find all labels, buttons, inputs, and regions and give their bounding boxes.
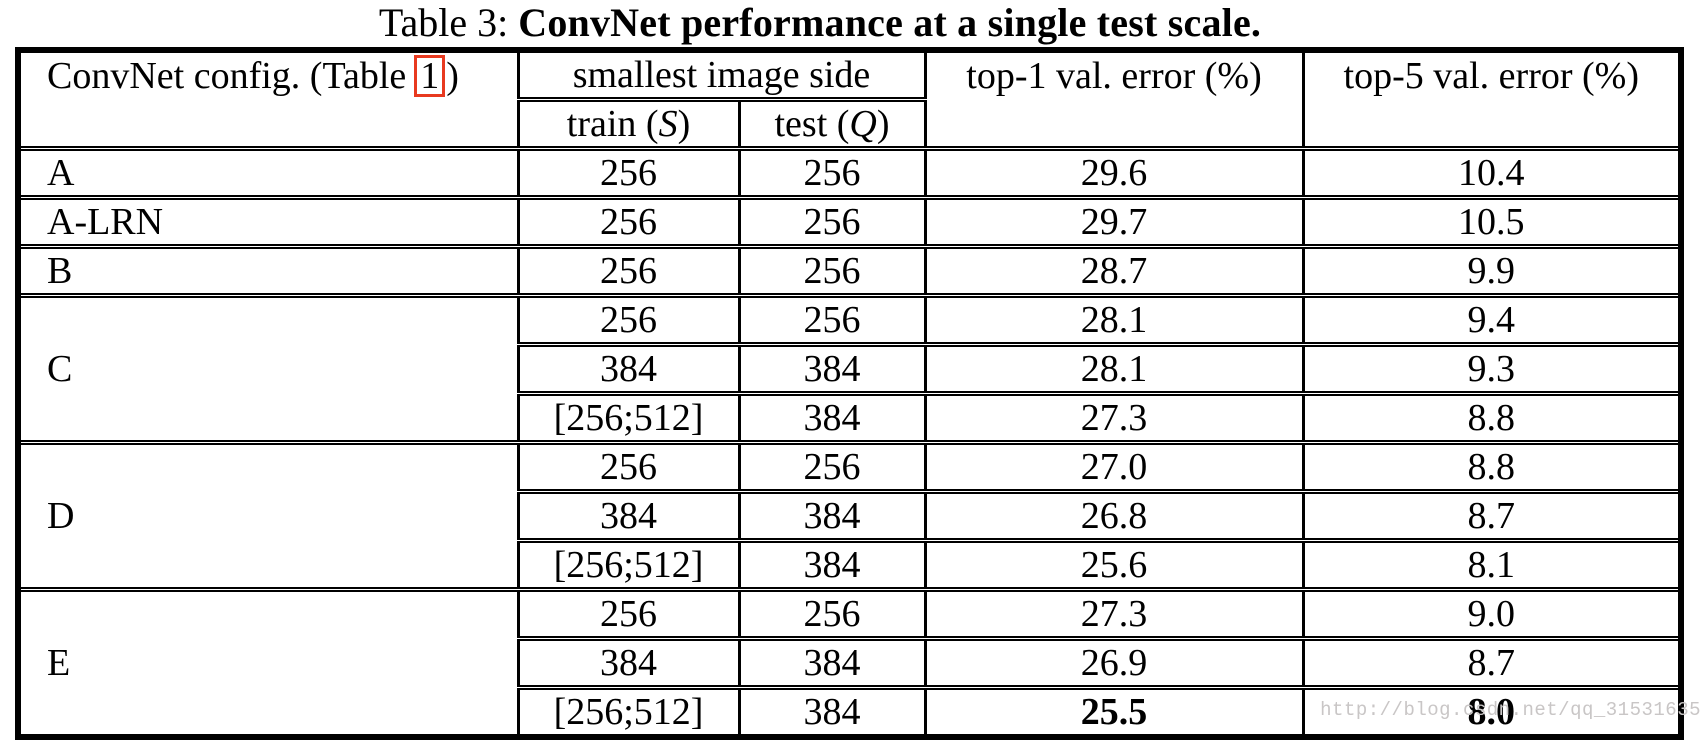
config-cell: A-LRN [16,195,520,249]
train-cell: 384 [516,342,741,396]
test-cell: 256 [737,195,927,249]
test-cell: 256 [737,244,927,298]
table-row: A-LRN 256 256 29.7 10.5 [16,195,1683,249]
config-cell: D [16,440,520,592]
top5-cell: 10.5 [1301,195,1683,249]
top1-cell-best: 25.5 [923,685,1305,740]
top5-cell: 9.9 [1301,244,1683,298]
train-header: train (S) [516,97,741,151]
top5-cell: 8.8 [1301,391,1683,445]
top5-cell: 9.0 [1301,587,1683,641]
top5-cell: 9.3 [1301,342,1683,396]
table-row: [256;512] 384 27.3 8.8 [18,391,1683,445]
top1-cell: 28.1 [923,342,1305,396]
top1-cell: 28.7 [923,244,1305,298]
config-header: ConvNet config. (Table 1) [16,47,520,151]
config-cell: A [16,146,520,200]
top1-cell: 29.6 [923,146,1305,200]
top5-cell: 8.7 [1301,489,1683,543]
train-cell: 384 [516,489,741,543]
table-row: [256;512] 384 25.5 8.0 [18,685,1683,740]
title-prefix: Table 3: [378,0,519,45]
train-cell: 256 [516,587,741,641]
table-row: A 256 256 29.6 10.4 [16,146,1683,200]
table-row: C 256 256 28.1 9.4 [16,293,1683,445]
top1-error-header: top-1 val. error (%) [923,47,1305,151]
train-cell: 256 [516,244,741,298]
top5-cell-best: 8.0 [1301,685,1683,740]
config-cell: C [16,293,520,445]
train-cell: 256 [516,195,741,249]
watermark: http://blog.csdn.net/qq_31531635 [1320,699,1701,721]
train-cell: [256;512] [516,391,741,445]
table-row: E 256 256 27.3 9.0 [16,587,1683,740]
top5-error-header: top-5 val. error (%) [1301,47,1683,151]
top1-cell: 29.7 [923,195,1305,249]
test-cell: 384 [737,685,927,740]
train-cell: 256 [516,146,741,200]
top1-cell: 27.0 [923,440,1305,494]
top1-cell: 27.3 [923,587,1305,641]
test-cell: 384 [737,391,927,445]
top1-cell: 28.1 [923,293,1305,347]
top1-cell: 26.8 [923,489,1305,543]
test-cell: 256 [737,587,927,641]
smallest-image-side-header: smallest image side [516,47,927,102]
train-cell: 256 [516,293,741,347]
train-cell: 256 [516,440,741,494]
config-cell: B [16,244,520,298]
top5-cell: 9.4 [1301,293,1683,347]
title-emphasis: ConvNet performance at a single test sca… [518,0,1262,45]
test-cell: 384 [737,538,927,592]
top1-cell: 25.6 [923,538,1305,592]
top5-cell: 8.7 [1301,636,1683,690]
test-cell: 384 [737,636,927,690]
top5-cell: 8.8 [1301,440,1683,494]
table-1-link[interactable]: 1 [414,55,446,97]
table-row: [256;512] 384 25.6 8.1 [18,538,1683,592]
test-scale-symbol: Q [849,103,877,145]
top1-cell: 26.9 [923,636,1305,690]
test-header: test (Q) [737,97,927,151]
top5-cell: 8.1 [1301,538,1683,592]
train-scale-symbol: S [658,103,678,145]
table-row: 384 384 28.1 9.3 [18,342,1683,396]
config-header-close: ) [446,55,459,97]
table-row: 384 384 26.8 8.7 [18,489,1683,543]
top5-cell: 10.4 [1301,146,1683,200]
table-row: D 256 256 27.0 8.8 [16,440,1683,592]
test-cell: 384 [737,342,927,396]
results-table: ConvNet config. (Table 1) smallest image … [15,47,1685,740]
config-cell: E [16,587,520,740]
train-cell: 384 [516,636,741,690]
train-cell: [256;512] [516,538,741,592]
test-cell: 256 [737,146,927,200]
table-row: 384 384 26.9 8.7 [18,636,1683,690]
config-header-text: ConvNet config. (Table [47,55,407,97]
train-cell: [256;512] [516,685,741,740]
test-cell: 256 [737,293,927,347]
page-title: Table 3: ConvNet performance at a single… [0,0,1640,46]
test-cell: 256 [737,440,927,494]
test-cell: 384 [737,489,927,543]
top1-cell: 27.3 [923,391,1305,445]
table-row: B 256 256 28.7 9.9 [16,244,1683,298]
